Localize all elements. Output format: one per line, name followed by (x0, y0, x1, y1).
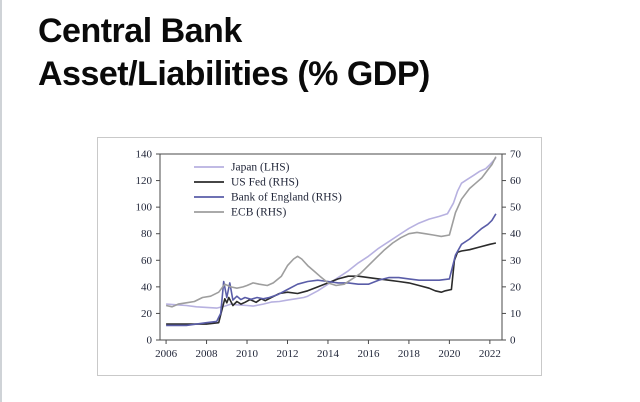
series-line-ecb-rhs- (165, 156, 497, 308)
right-tick-label: 60 (510, 175, 522, 187)
x-tick-label: 2008 (196, 348, 219, 360)
x-tick-label: 2012 (276, 348, 298, 360)
chart-svg: 0 20 40 60 80 100 120 140 0 10 20 30 40 50 60 70 2006 200… (136, 149, 522, 361)
series-line-us-fed-rhs- (166, 242, 497, 325)
page-title: Central Bank Asset/Liabilities (% GDP) (38, 10, 430, 96)
legend-label: ECB (RHS) (231, 207, 286, 219)
chart-card: 0 20 40 60 80 100 120 140 0 10 20 30 40 50 60 70 2006 200… (97, 137, 542, 376)
x-tick-label: 2022 (479, 348, 501, 360)
left-tick-label: 20 (141, 308, 153, 320)
plot-frame (159, 153, 503, 341)
left-tick-label: 0 (147, 335, 153, 347)
right-tick-label: 0 (510, 335, 516, 347)
left-tick-label: 40 (141, 281, 153, 293)
right-tick-label: 20 (510, 281, 522, 293)
series-line-japan-lhs- (166, 157, 497, 309)
right-tick-label: 30 (510, 255, 522, 267)
left-tick-label: 80 (141, 228, 153, 240)
right-tick-label: 50 (510, 202, 522, 214)
left-tick-label: 60 (141, 255, 153, 267)
x-tick-label: 2006 (155, 348, 178, 360)
x-tick-label: 2010 (236, 348, 259, 360)
x-tick-label: 2016 (357, 348, 380, 360)
x-tick-label: 2020 (438, 348, 461, 360)
title-line-2: Asset/Liabilities (% GDP) (38, 54, 430, 93)
right-tick-label: 40 (510, 228, 522, 240)
left-tick-label: 100 (136, 202, 153, 214)
legend-label: US Fed (RHS) (231, 177, 299, 189)
right-tick-label: 10 (510, 308, 522, 320)
legend-label: Japan (LHS) (231, 162, 290, 174)
x-tick-label: 2014 (317, 348, 340, 360)
right-tick-label: 70 (510, 149, 522, 161)
left-tick-label: 140 (136, 149, 153, 161)
x-tick-label: 2018 (398, 348, 421, 360)
left-tick-label: 120 (136, 175, 153, 187)
legend-label: Bank of England (RHS) (231, 192, 342, 204)
title-line-1: Central Bank (38, 12, 242, 50)
